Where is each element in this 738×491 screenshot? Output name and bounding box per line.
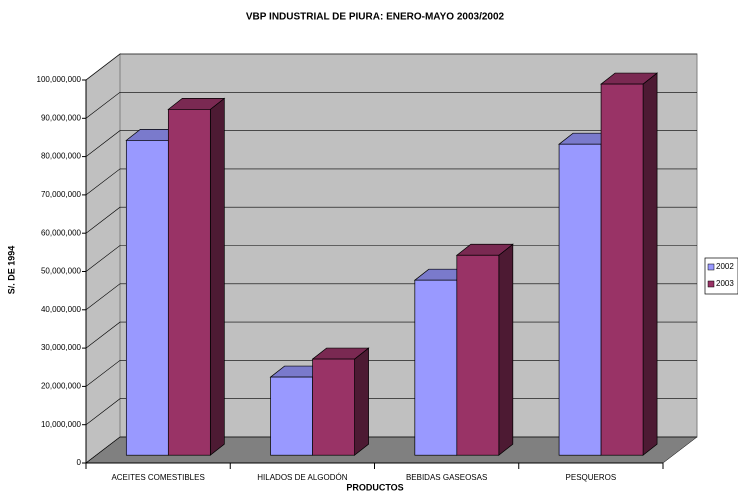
bar-side	[209, 97, 225, 456]
legend-swatch	[707, 280, 715, 288]
grid-line	[85, 206, 697, 234]
x-tick-label: ACEITES COMESTIBLES	[111, 473, 204, 482]
bar	[167, 109, 211, 456]
bar	[125, 140, 169, 456]
bar	[456, 254, 500, 456]
x-axis-title: PRODUCTOS	[346, 482, 403, 491]
grid-line	[85, 92, 697, 119]
y-tick-label: 40,000,000	[41, 305, 82, 314]
grid-line	[85, 53, 697, 81]
y-tick-label: 100,000,000	[37, 75, 82, 84]
x-tick-label: HILADOS DE ALGODÓN	[257, 473, 347, 482]
x-tick-label: PESQUEROS	[566, 473, 617, 482]
chart-title: VBP INDUSTRIAL DE PIURA: ENERO-MAYO 2003…	[246, 12, 505, 23]
grid-line	[85, 130, 697, 157]
grid-line	[85, 168, 697, 196]
y-tick-label: 20,000,000	[41, 382, 82, 391]
bar	[312, 358, 355, 456]
bar-side	[642, 72, 658, 456]
y-tick-label: 60,000,000	[41, 228, 82, 237]
x-tick-label: BEBIDAS GASEOSAS	[406, 473, 487, 482]
bar	[558, 143, 602, 456]
bar-side	[498, 243, 514, 456]
bar-side	[354, 347, 369, 456]
y-tick-label: 70,000,000	[41, 190, 82, 199]
bar	[270, 376, 313, 456]
y-tick-label: 30,000,000	[41, 343, 82, 352]
y-tick-label: 80,000,000	[41, 152, 82, 161]
y-tick-label: 50,000,000	[41, 267, 82, 276]
y-tick-label: 0	[77, 458, 82, 467]
legend-label: 2002	[716, 262, 734, 271]
y-tick-label: 90,000,000	[41, 113, 82, 122]
legend-label: 2003	[716, 279, 734, 288]
y-tick-label: 10,000,000	[41, 420, 82, 429]
bar	[600, 83, 644, 456]
legend-swatch	[707, 263, 715, 271]
y-axis-title: S/. DE 1994	[6, 246, 16, 295]
bar	[414, 279, 458, 456]
